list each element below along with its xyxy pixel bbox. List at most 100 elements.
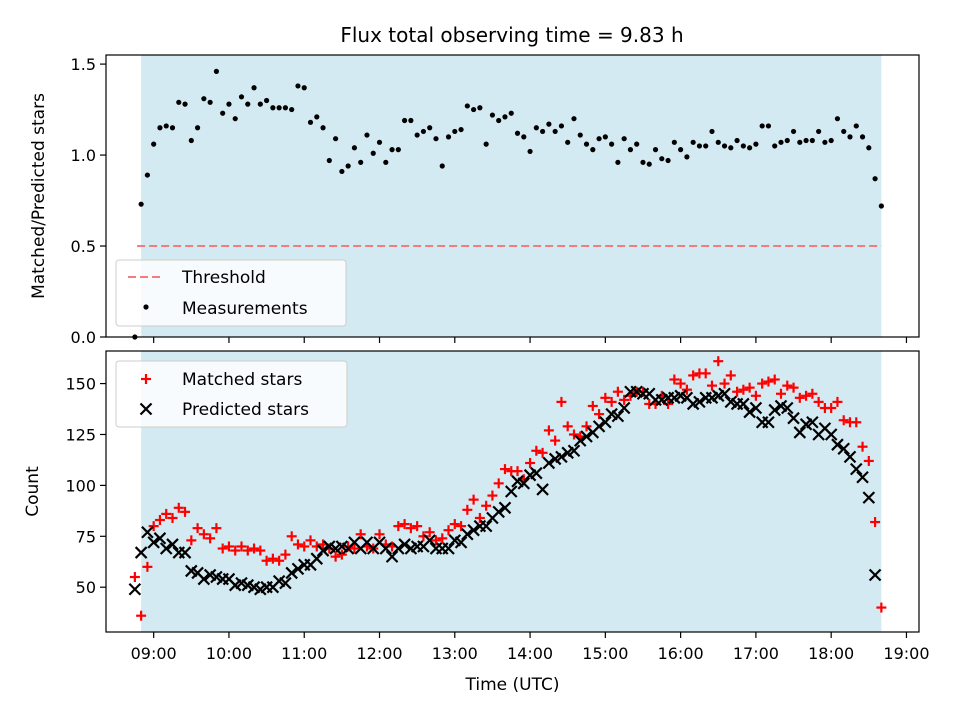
measurement-point [646,161,652,167]
matched-point [581,421,592,432]
predicted-point [856,470,869,484]
matched-point [142,561,153,572]
predicted-point [831,438,844,451]
matched-point [493,478,504,489]
x-tick-label: 16:00 [658,644,704,663]
measurement-point [866,145,872,151]
measurement-point [533,125,539,131]
matched-point [223,541,234,552]
cross-b [824,428,838,441]
measurement-point [389,147,395,153]
cross-b [592,420,606,433]
cross-b [542,456,556,470]
cross-b [392,542,405,555]
legend-measurement-swatch [143,304,149,310]
measurement-point [358,159,364,165]
measurement-point [558,123,565,129]
cross-b [373,536,386,549]
cross-b [724,395,738,409]
legend-matched-label: Matched stars [182,370,302,390]
matched-point [349,543,360,554]
measurement-point [376,139,383,145]
cross-b [806,415,819,429]
measurement-point [709,128,715,135]
matched-point [681,384,692,395]
cross-b [348,536,361,549]
measurement-point [452,128,458,135]
matched-point [148,521,159,532]
measurement-point [144,172,151,178]
matched-point [161,508,172,519]
measurement-point [339,168,345,175]
matched-point [286,531,297,542]
matched-point [186,535,197,546]
measurement-point [640,159,646,165]
matched-point [456,521,467,532]
predicted-point [868,568,882,582]
measurement-point [151,141,157,147]
matched-point [782,380,793,391]
x-tick-label: 09:00 [131,644,177,663]
measurement-point [194,125,201,131]
cross-b [530,466,543,480]
measurement-point [828,137,834,144]
cross-b [323,540,336,553]
predicted-point [843,450,857,464]
measurement-point [157,125,163,131]
measurement-point [257,101,263,107]
predicted-point [693,395,706,409]
measurement-point [508,110,514,116]
bottom-y-axis-label: Count [23,466,43,517]
matched-point [205,533,216,544]
cross-b [849,462,863,476]
cross-b [185,564,198,578]
measurement-point [471,106,477,113]
measurement-point [370,150,376,156]
y-tick-label: 50 [76,578,96,597]
cross-b [718,387,731,401]
matched-point [167,512,178,523]
predicted-point [749,401,763,415]
measurement-point [803,137,809,144]
measurement-point [872,176,878,182]
cross-b [536,483,549,496]
matched-point [813,396,824,407]
predicted-point [423,534,436,547]
measurement-point [521,134,527,140]
cross-b [291,562,305,576]
cross-b [335,540,349,553]
measurement-point [201,96,207,102]
predicted-point [153,532,167,545]
matched-point [775,388,786,399]
predicted-point [166,538,179,551]
predicted-point [580,430,593,443]
cross-b [385,550,399,563]
measurement-point [671,139,677,145]
matched-point [807,388,818,399]
x-tick-label: 13:00 [432,644,478,663]
matched-point [474,512,485,523]
cross-b [247,580,261,594]
cross-b [461,527,474,541]
predicted-point [737,397,750,411]
measurement-point [458,126,464,133]
y-tick-label: 125 [65,425,96,444]
measurement-point [226,101,232,107]
matched-point [424,527,435,538]
x-tick-label: 12:00 [356,644,402,663]
measurement-point [621,136,627,142]
cross-b [467,523,480,537]
measurement-point [383,159,389,165]
measurement-point [238,94,245,100]
measurement-point [282,105,289,111]
measurement-point [841,128,847,135]
cross-b [749,401,763,415]
measurement-point [502,114,508,120]
matched-point [330,551,341,562]
cross-b [134,546,148,559]
matched-point [443,525,454,536]
measurement-point [540,128,546,135]
matched-point [305,535,316,546]
cross-b [448,534,462,547]
cross-b [580,430,593,443]
